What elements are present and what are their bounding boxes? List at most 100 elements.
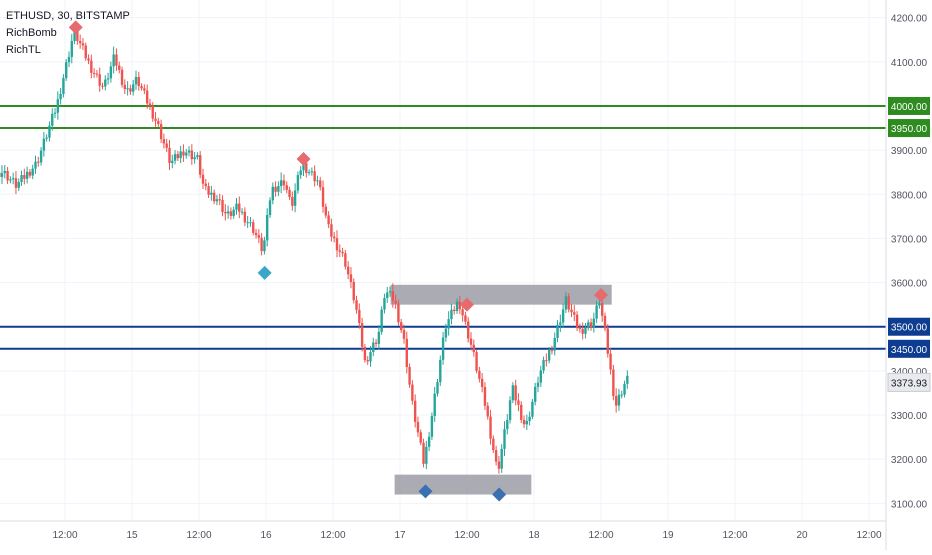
candle-body — [422, 443, 424, 464]
last-price-label: 3373.93 — [891, 378, 928, 389]
candle-body — [487, 406, 489, 417]
sell-signal-marker[interactable] — [297, 152, 311, 166]
x-tick-label: 17 — [394, 530, 406, 541]
candle-body — [99, 74, 101, 85]
candle-body — [185, 153, 187, 156]
y-tick-label: 3700.00 — [891, 234, 928, 245]
candle-body — [576, 315, 578, 328]
candle-body — [313, 171, 315, 181]
y-tick-label: 3200.00 — [891, 455, 928, 466]
candle-body — [277, 186, 279, 192]
candle-body — [369, 352, 371, 361]
candle-body — [101, 86, 103, 87]
buy-signal-marker[interactable] — [258, 266, 272, 280]
candle-body — [403, 330, 405, 339]
candle-body — [224, 212, 226, 213]
x-tick-label: 12:00 — [320, 530, 345, 541]
candle-body — [540, 370, 542, 382]
candle-body — [269, 200, 271, 215]
candle-body — [249, 222, 251, 223]
candle-body — [481, 379, 483, 387]
candle-body — [386, 293, 388, 298]
candle-body — [143, 88, 145, 90]
candle-body — [375, 343, 377, 344]
candle-body — [146, 91, 148, 104]
candle-body — [48, 126, 50, 138]
candle-body — [244, 212, 246, 223]
y-tick-label: 4100.00 — [891, 58, 928, 69]
candle-body — [450, 310, 452, 319]
candle-body — [545, 360, 547, 361]
candle-body — [353, 282, 355, 300]
candle-body — [473, 345, 475, 352]
price-axis: 3100.003200.003300.003400.003600.003700.… — [891, 14, 928, 511]
candle-body — [431, 416, 433, 437]
candle-body — [283, 180, 285, 185]
candle-body — [556, 325, 558, 338]
candle-body — [509, 400, 511, 420]
candle-body — [59, 94, 61, 99]
x-tick-label: 12:00 — [52, 530, 77, 541]
candle-body — [280, 180, 282, 186]
candle-body — [166, 143, 168, 147]
candle-body — [579, 328, 581, 329]
candle-body — [389, 291, 391, 292]
candle-body — [124, 85, 126, 89]
candle-body — [470, 339, 472, 345]
candle-body — [344, 253, 346, 266]
candle-body — [517, 400, 519, 404]
zone-rectangle[interactable] — [391, 285, 612, 305]
candle-body — [1, 173, 3, 177]
candle-body — [336, 238, 338, 250]
candle-body — [319, 180, 321, 187]
candle-body — [9, 179, 11, 180]
candle-body — [445, 329, 447, 338]
candle-body — [129, 88, 131, 91]
candle-body — [6, 171, 8, 181]
candle-body — [341, 252, 343, 253]
price-label: 3500.00 — [891, 323, 928, 334]
candle-body — [241, 212, 243, 213]
candle-body — [394, 301, 396, 304]
candle-body — [584, 328, 586, 334]
candle-body — [54, 113, 56, 114]
candle-body — [512, 385, 514, 400]
x-tick-label: 12:00 — [722, 530, 747, 541]
candle-body — [311, 171, 313, 172]
candle-body — [12, 178, 14, 179]
candle-body — [514, 385, 516, 400]
candle-body — [347, 267, 349, 275]
symbol-title[interactable]: ETHUSD, 30, BITSTAMP — [6, 8, 130, 25]
candle-body — [551, 350, 553, 351]
y-tick-label: 3600.00 — [891, 279, 928, 290]
candle-body — [32, 169, 34, 176]
candle-body — [274, 187, 276, 192]
x-tick-label: 16 — [260, 530, 272, 541]
y-tick-label: 4200.00 — [891, 14, 928, 25]
candle-body — [325, 207, 327, 216]
price-label: 3950.00 — [891, 124, 928, 135]
candle-body — [593, 319, 595, 328]
candle-body — [492, 439, 494, 450]
candle-body — [18, 182, 20, 188]
candle-body — [425, 447, 427, 464]
candle-body — [246, 222, 248, 223]
candle-body — [618, 395, 620, 406]
candle-body — [23, 175, 25, 179]
candle-body — [93, 73, 95, 74]
indicator-richbomb[interactable]: RichBomb — [6, 25, 130, 42]
candle-body — [263, 240, 265, 251]
candle-body — [361, 323, 363, 347]
candle-body — [570, 310, 572, 313]
candle-body — [562, 309, 564, 322]
candle-body — [526, 421, 528, 424]
candle-body — [478, 371, 480, 379]
candle-body — [350, 274, 352, 282]
candle-body — [132, 84, 134, 91]
candle-body — [408, 367, 410, 385]
zone-rectangle[interactable] — [395, 475, 532, 495]
indicator-richtl[interactable]: RichTL — [6, 42, 130, 59]
x-tick-label: 12:00 — [856, 530, 881, 541]
candle-body — [205, 184, 207, 186]
